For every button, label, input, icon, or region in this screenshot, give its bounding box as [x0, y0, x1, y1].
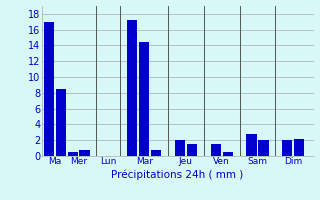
Bar — [294, 139, 304, 156]
X-axis label: Précipitations 24h ( mm ): Précipitations 24h ( mm ) — [111, 169, 244, 180]
Bar — [127, 20, 137, 156]
Bar — [44, 22, 54, 156]
Bar — [223, 152, 233, 156]
Bar — [246, 134, 257, 156]
Bar — [79, 150, 90, 156]
Bar — [187, 144, 197, 156]
Bar — [56, 89, 66, 156]
Bar — [282, 140, 292, 156]
Bar — [151, 150, 161, 156]
Bar — [175, 140, 185, 156]
Bar — [139, 42, 149, 156]
Bar — [259, 140, 268, 156]
Bar — [211, 144, 221, 156]
Bar — [68, 152, 78, 156]
